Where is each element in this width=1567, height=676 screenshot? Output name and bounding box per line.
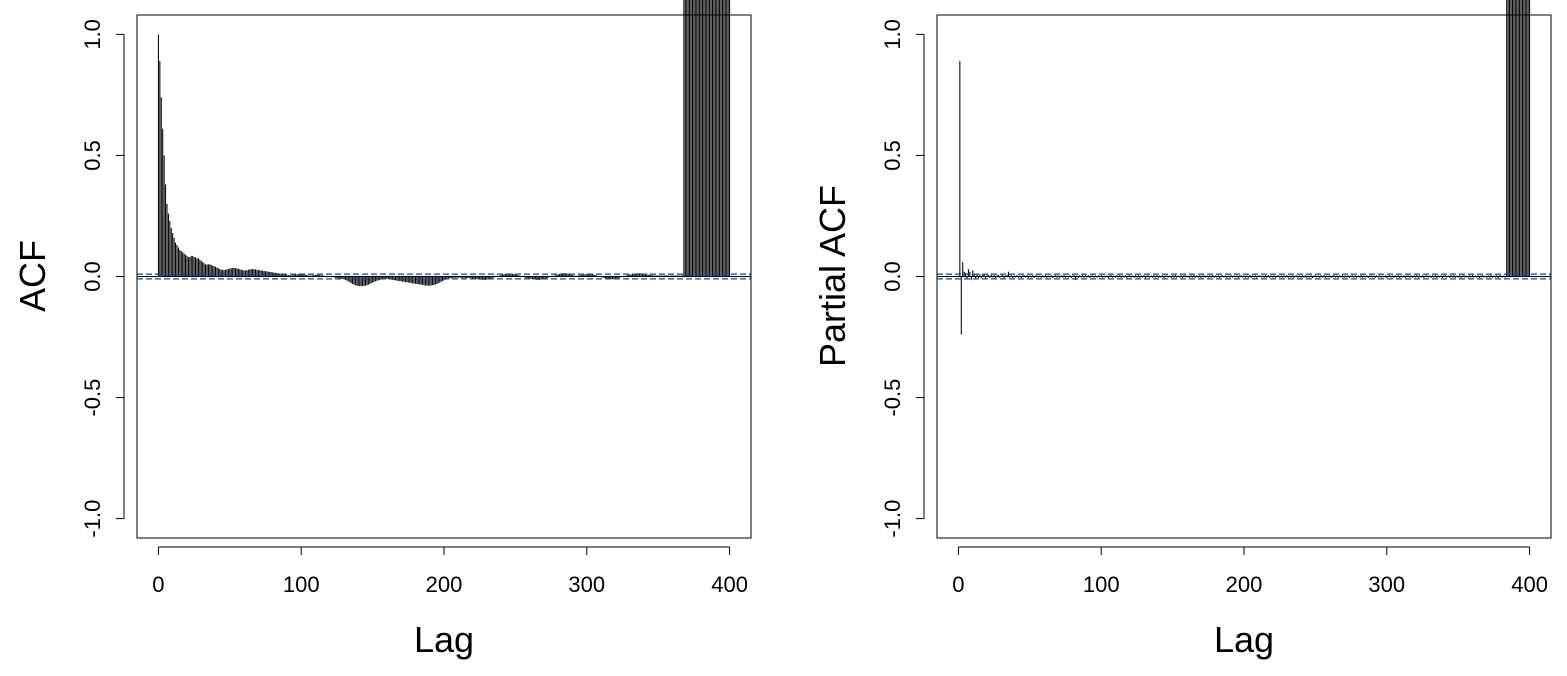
acf-y-tick-label-0.0: 0.0 [80,261,105,292]
acf-x-tick-label-0: 0 [152,572,164,597]
pacf-y-tick-label-1.0: 1.0 [880,19,905,50]
pacf-y-tick-label-0.0: 0.0 [880,261,905,292]
acf-y-tick-label--1.0: -1.0 [80,500,105,538]
acf-bars [137,0,751,287]
pacf-y-tick-label--1.0: -1.0 [880,500,905,538]
pacf-x-tick-label-300: 300 [1368,572,1405,597]
pacf-y-tick-label-0.5: 0.5 [880,140,905,171]
acf-panel: 0 100 200 300 400 -1.0 -0.5 0.0 0.5 1.0 Lag ACF [12,0,752,660]
pacf-x-tick-label-100: 100 [1083,572,1120,597]
pacf-x-tick-label-400: 400 [1511,572,1548,597]
pacf-plot-frame [936,14,1552,539]
pacf-x-tick-label-0: 0 [952,572,964,597]
pacf-panel: 0 100 200 300 400 -1.0 -0.5 0.0 0.5 1.0 Lag Parti… [812,0,1552,660]
acf-plot-frame [136,14,752,539]
pacf-axis-ticks: 0 100 200 300 400 -1.0 -0.5 0.0 0.5 1.0 [880,19,1548,597]
acf-x-tick-label-200: 200 [426,572,463,597]
acf-x-tick-label-100: 100 [283,572,320,597]
pacf-x-tick-label-200: 200 [1226,572,1263,597]
pacf-y-axis-label: Partial ACF [812,185,853,367]
acf-axis-ticks: 0 100 200 300 400 -1.0 -0.5 0.0 0.5 1.0 [80,19,748,597]
acf-y-tick-label-1.0: 1.0 [80,19,105,50]
acf-x-axis-label: Lag [414,619,474,660]
acf-y-tick-label--0.5: -0.5 [80,379,105,417]
acf-x-tick-label-300: 300 [568,572,605,597]
pacf-y-tick-label--0.5: -0.5 [880,379,905,417]
acf-y-axis-label: ACF [12,240,53,312]
pacf-x-axis-label: Lag [1214,619,1274,660]
pacf-bars [937,0,1551,335]
acf-x-tick-label-400: 400 [711,572,748,597]
acf-y-tick-label-0.5: 0.5 [80,140,105,171]
